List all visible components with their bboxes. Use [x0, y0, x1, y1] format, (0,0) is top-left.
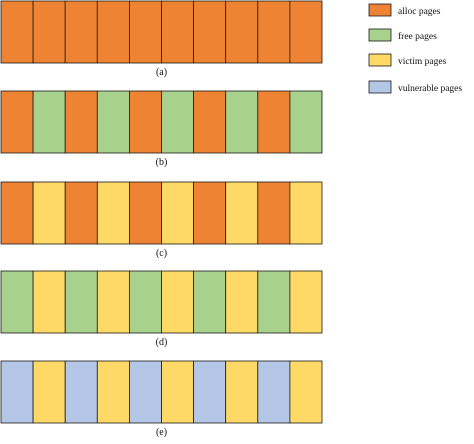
alloc-page-cell [257, 90, 291, 154]
victim-page-cell [161, 360, 194, 424]
free-page-cell [128, 270, 162, 334]
victim-page-cell [289, 360, 323, 424]
alloc-page-cell [193, 181, 227, 245]
free-page-cell [96, 90, 130, 154]
free-page-cell [225, 90, 259, 154]
alloc-page-cell [64, 0, 98, 64]
legend-item-free: free pages [368, 28, 437, 42]
victim-page-cell [289, 270, 323, 334]
alloc-page-cell [289, 0, 323, 64]
legend-item-victim: victim pages [368, 53, 447, 67]
free-page-cell [193, 270, 227, 334]
legend-swatch-free [368, 28, 392, 42]
alloc-page-cell [193, 90, 227, 154]
free-page-cell [32, 90, 66, 154]
alloc-page-cell [225, 0, 259, 64]
victim-page-cell [32, 360, 66, 424]
row-label: (d) [156, 337, 168, 348]
alloc-page-cell [161, 0, 194, 64]
victim-page-cell [161, 270, 194, 334]
legend-item-alloc: alloc pages [368, 3, 441, 17]
alloc-page-cell [0, 0, 34, 64]
legend-label-alloc: alloc pages [398, 7, 441, 17]
victim-page-cell [96, 270, 130, 334]
alloc-page-cell [257, 0, 291, 64]
free-page-cell [257, 270, 291, 334]
victim-page-cell [225, 270, 259, 334]
legend-label-victim: victim pages [398, 57, 447, 67]
alloc-page-cell [128, 181, 162, 245]
row-label: (b) [156, 157, 168, 168]
page-row: (d) [0, 270, 323, 348]
alloc-page-cell [0, 181, 34, 245]
victim-page-cell [96, 181, 130, 245]
free-page-cell [161, 90, 194, 154]
victim-page-cell [96, 360, 130, 424]
row-label: (a) [156, 67, 167, 78]
victim-page-cell [289, 181, 323, 245]
victim-page-cell [225, 360, 259, 424]
vulnerable-page-cell [64, 360, 98, 424]
page-row: (e) [0, 360, 323, 438]
victim-page-cell [32, 270, 66, 334]
page-row: (c) [0, 181, 323, 259]
alloc-page-cell [128, 0, 162, 64]
legend-swatch-alloc [368, 3, 392, 17]
alloc-page-cell [0, 90, 34, 154]
alloc-page-cell [128, 90, 162, 154]
alloc-page-cell [96, 0, 130, 64]
victim-page-cell [161, 181, 194, 245]
legend-item-vulnerable: vulnerable pages [368, 80, 462, 94]
free-page-cell [64, 270, 98, 334]
legend-swatch-victim [368, 53, 392, 67]
free-page-cell [289, 90, 323, 154]
victim-page-cell [225, 181, 259, 245]
row-label: (c) [156, 248, 167, 259]
alloc-page-cell [64, 181, 98, 245]
alloc-page-cell [257, 181, 291, 245]
page-row: (b) [0, 90, 323, 168]
vulnerable-page-cell [257, 360, 291, 424]
alloc-page-cell [193, 0, 227, 64]
free-page-cell [0, 270, 34, 334]
alloc-page-cell [32, 0, 66, 64]
page-rows: (a) (b) (c) (d) (e) [0, 0, 323, 438]
legend-label-vulnerable: vulnerable pages [398, 84, 462, 94]
row-label: (e) [156, 427, 167, 438]
page-row: (a) [0, 0, 323, 78]
legend: alloc pages free pages victim pages vulnera… [368, 3, 462, 94]
vulnerable-page-cell [0, 360, 34, 424]
vulnerable-page-cell [193, 360, 227, 424]
alloc-page-cell [64, 90, 98, 154]
victim-page-cell [32, 181, 66, 245]
vulnerable-page-cell [128, 360, 162, 424]
legend-label-free: free pages [398, 31, 437, 42]
legend-swatch-vulnerable [368, 80, 392, 94]
